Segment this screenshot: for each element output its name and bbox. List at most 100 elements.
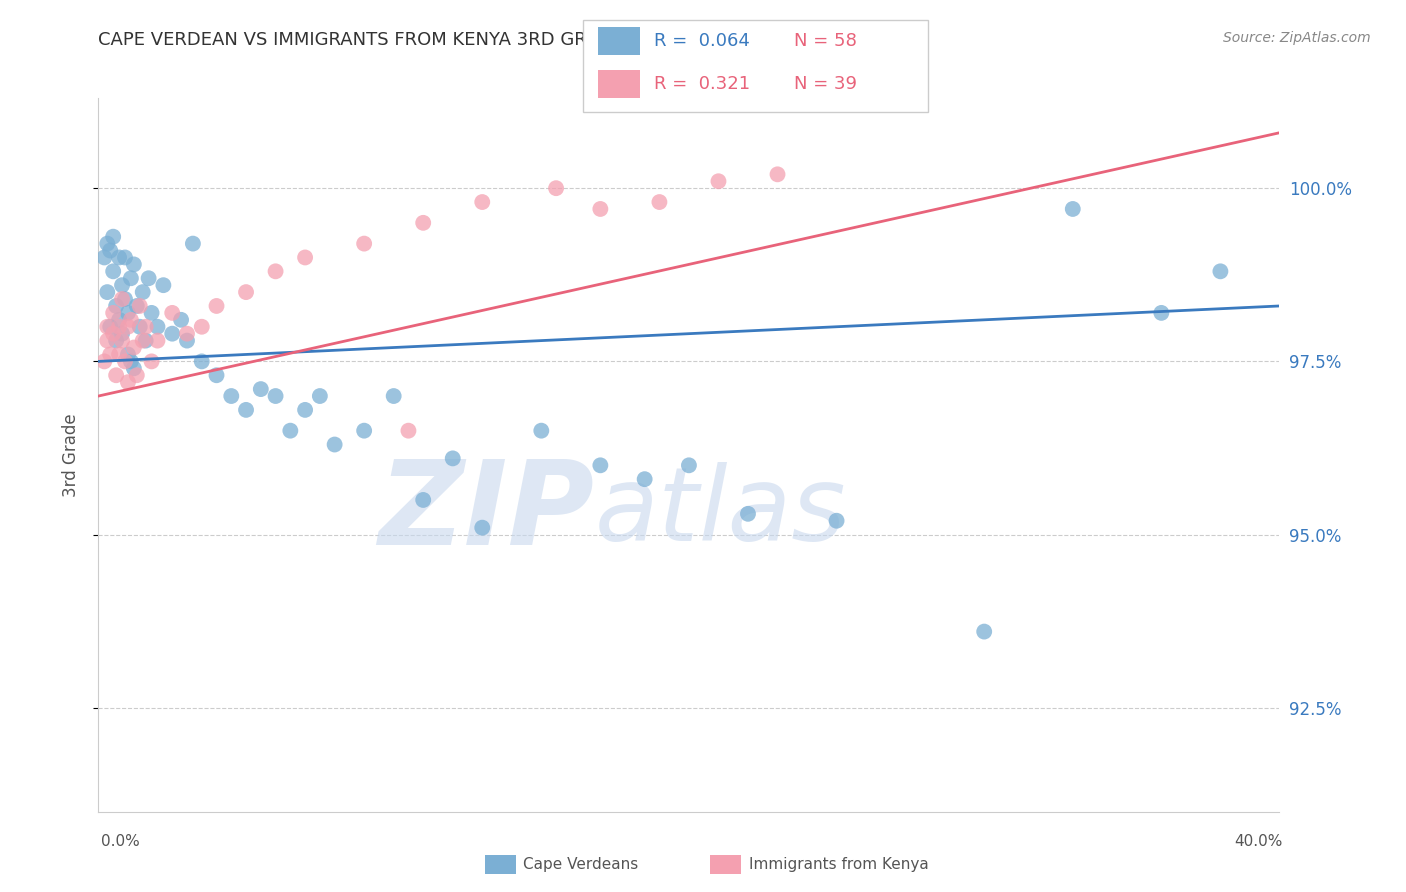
Point [589,458,612,473]
Text: Cape Verdeans: Cape Verdeans [523,857,638,871]
Point [117,319,139,334]
Point [1209,264,1232,278]
Point [176,334,198,348]
Point [128,319,150,334]
Text: Source: ZipAtlas.com: Source: ZipAtlas.com [1223,31,1371,45]
Point [1062,202,1084,216]
Point [122,361,145,376]
Point [176,326,198,341]
Point [120,271,142,285]
Point [1150,306,1173,320]
Point [412,216,434,230]
Point [441,451,464,466]
Point [111,292,134,306]
Point [93,251,115,265]
Point [111,334,134,348]
Point [191,354,214,368]
Point [146,334,169,348]
Point [546,181,568,195]
Point [125,368,148,383]
Point [108,251,131,265]
Text: R =  0.321: R = 0.321 [654,75,749,93]
Point [530,424,553,438]
Point [103,264,125,278]
Point [205,368,228,383]
Text: R =  0.064: R = 0.064 [654,32,749,50]
Text: atlas: atlas [595,462,846,562]
Point [825,514,848,528]
Text: 40.0%: 40.0% [1234,834,1282,848]
Point [105,334,128,348]
Point [181,236,204,251]
Point [96,319,118,334]
Point [132,285,155,299]
Text: Immigrants from Kenya: Immigrants from Kenya [749,857,929,871]
Point [96,334,118,348]
Point [96,236,118,251]
Point [122,341,145,355]
Point [103,229,125,244]
Point [323,437,346,451]
Point [122,257,145,271]
Point [125,299,148,313]
Point [108,347,131,361]
Point [170,313,193,327]
Y-axis label: 3rd Grade: 3rd Grade [62,413,80,497]
Point [766,167,789,181]
Point [353,424,375,438]
Point [146,319,169,334]
Point [973,624,995,639]
Point [105,368,128,383]
Point [120,313,142,327]
Point [135,334,157,348]
Point [412,492,434,507]
Point [132,334,155,348]
Point [152,278,174,293]
Point [141,306,163,320]
Text: CAPE VERDEAN VS IMMIGRANTS FROM KENYA 3RD GRADE CORRELATION CHART: CAPE VERDEAN VS IMMIGRANTS FROM KENYA 3R… [98,31,824,49]
Point [309,389,332,403]
Point [221,389,243,403]
Point [294,251,316,265]
Point [162,326,183,341]
Point [128,299,150,313]
Point [471,521,494,535]
Point [353,236,375,251]
Text: ZIP: ZIP [378,455,595,569]
Point [114,354,136,368]
Point [103,326,125,341]
Point [396,424,419,438]
Text: N = 39: N = 39 [794,75,858,93]
Point [138,271,160,285]
Point [117,306,139,320]
Point [114,292,136,306]
Point [633,472,655,486]
Point [103,306,125,320]
Point [235,285,257,299]
Point [648,195,671,210]
Point [678,458,700,473]
Point [278,424,302,438]
Point [111,326,134,341]
Point [98,319,121,334]
Point [114,251,136,265]
Point [589,202,612,216]
Point [98,244,121,258]
Point [162,306,183,320]
Point [471,195,494,210]
Point [98,347,121,361]
Text: N = 58: N = 58 [794,32,858,50]
Point [117,347,139,361]
Point [235,403,257,417]
Point [737,507,759,521]
Point [108,313,131,327]
Point [264,264,287,278]
Text: 0.0%: 0.0% [101,834,141,848]
Point [135,319,157,334]
Point [250,382,273,396]
Point [93,354,115,368]
Point [108,319,131,334]
Point [205,299,228,313]
Point [382,389,405,403]
Point [191,319,214,334]
